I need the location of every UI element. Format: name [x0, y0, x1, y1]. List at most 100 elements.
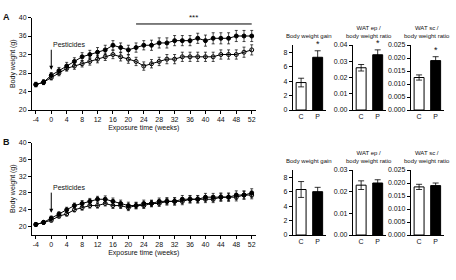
svg-text:C: C [359, 238, 364, 245]
svg-text:0.010: 0.010 [388, 205, 406, 212]
svg-text:28: 28 [19, 189, 27, 196]
svg-text:40: 40 [19, 14, 27, 21]
svg-text:0: 0 [284, 231, 288, 238]
svg-text:*: * [376, 38, 380, 48]
svg-text:6: 6 [284, 63, 288, 70]
svg-text:-4: -4 [33, 116, 39, 123]
svg-text:40: 40 [19, 139, 27, 146]
svg-text:16: 16 [109, 241, 117, 248]
svg-text:A: A [3, 12, 10, 22]
svg-text:28: 28 [155, 116, 163, 123]
svg-text:0.00: 0.00 [334, 106, 348, 113]
svg-text:8: 8 [80, 116, 84, 123]
svg-text:2: 2 [284, 92, 288, 99]
svg-text:8: 8 [284, 174, 288, 181]
svg-text:0.000: 0.000 [388, 106, 406, 113]
svg-text:B: B [3, 137, 10, 147]
svg-text:12: 12 [94, 241, 102, 248]
svg-text:40: 40 [202, 116, 210, 123]
svg-text:0.020: 0.020 [388, 179, 406, 186]
svg-text:28: 28 [19, 69, 27, 76]
svg-text:0.04: 0.04 [334, 41, 348, 48]
svg-text:Body weight gain: Body weight gain [286, 158, 332, 164]
svg-text:0.00: 0.00 [334, 231, 348, 238]
svg-text:32: 32 [171, 116, 179, 123]
svg-text:36: 36 [19, 32, 27, 39]
svg-text:20: 20 [19, 106, 27, 113]
svg-text:P: P [315, 113, 320, 120]
svg-text:*: * [434, 45, 438, 55]
svg-text:Pesticides: Pesticides [53, 184, 85, 191]
svg-text:0: 0 [49, 116, 53, 123]
svg-text:32: 32 [19, 173, 27, 180]
svg-text:36: 36 [186, 241, 194, 248]
svg-text:0.02: 0.02 [334, 188, 348, 195]
svg-text:24: 24 [140, 241, 148, 248]
svg-text:Body weight (g): Body weight (g) [9, 164, 17, 213]
svg-text:P: P [375, 238, 380, 245]
svg-text:*: * [316, 39, 320, 49]
svg-text:2: 2 [284, 217, 288, 224]
svg-text:0.000: 0.000 [388, 231, 406, 238]
svg-text:8: 8 [284, 49, 288, 56]
svg-text:32: 32 [19, 51, 27, 58]
svg-text:-4: -4 [33, 241, 39, 248]
svg-text:P: P [375, 113, 380, 120]
svg-text:0: 0 [284, 106, 288, 113]
svg-text:C: C [417, 238, 422, 245]
svg-text:0.015: 0.015 [388, 192, 406, 199]
svg-text:Body weight gain: Body weight gain [286, 33, 332, 39]
svg-text:C: C [359, 113, 364, 120]
svg-text:0.025: 0.025 [388, 166, 406, 173]
svg-text:24: 24 [19, 206, 27, 213]
svg-text:16: 16 [109, 116, 117, 123]
svg-text:48: 48 [232, 241, 240, 248]
svg-text:Exposure time (weeks): Exposure time (weeks) [108, 249, 179, 257]
svg-text:8: 8 [80, 241, 84, 248]
svg-text:4: 4 [65, 241, 69, 248]
svg-text:Exposure time (weeks): Exposure time (weeks) [108, 124, 179, 132]
svg-text:0: 0 [49, 241, 53, 248]
svg-text:P: P [433, 113, 438, 120]
svg-text:4: 4 [284, 78, 288, 85]
svg-text:0.020: 0.020 [388, 54, 406, 61]
svg-text:48: 48 [232, 116, 240, 123]
svg-text:36: 36 [186, 116, 194, 123]
svg-text:0.005: 0.005 [388, 218, 406, 225]
svg-text:WAT ep /body weight ratio: WAT ep /body weight ratio [346, 25, 392, 39]
svg-text:WAT sc /body weight ratio: WAT sc /body weight ratio [404, 150, 450, 164]
svg-text:12: 12 [94, 116, 102, 123]
svg-text:4: 4 [65, 116, 69, 123]
svg-text:28: 28 [155, 241, 163, 248]
svg-text:44: 44 [217, 241, 225, 248]
svg-text:20: 20 [124, 116, 132, 123]
svg-text:0.025: 0.025 [388, 41, 406, 48]
svg-text:32: 32 [171, 241, 179, 248]
svg-text:C: C [299, 238, 304, 245]
svg-text:36: 36 [19, 156, 27, 163]
svg-text:24: 24 [19, 88, 27, 95]
svg-text:0.02: 0.02 [334, 74, 348, 81]
svg-text:WAT ep /body weight ratio: WAT ep /body weight ratio [346, 150, 392, 164]
svg-text:6: 6 [284, 188, 288, 195]
svg-text:0.03: 0.03 [334, 166, 348, 173]
svg-text:20: 20 [19, 223, 27, 230]
svg-text:52: 52 [248, 241, 256, 248]
svg-text:0.01: 0.01 [334, 210, 348, 217]
svg-text:WAT sc /body weight ratio: WAT sc /body weight ratio [404, 25, 450, 39]
svg-text:P: P [433, 238, 438, 245]
svg-text:0.03: 0.03 [334, 58, 348, 65]
svg-text:4: 4 [284, 203, 288, 210]
svg-text:C: C [417, 113, 422, 120]
svg-text:0.005: 0.005 [388, 93, 406, 100]
svg-text:52: 52 [248, 116, 256, 123]
svg-text:24: 24 [140, 116, 148, 123]
svg-text:0.010: 0.010 [388, 80, 406, 87]
svg-text:Body weight (g): Body weight (g) [9, 39, 17, 88]
svg-text:44: 44 [217, 116, 225, 123]
svg-text:C: C [299, 113, 304, 120]
svg-text:0.015: 0.015 [388, 67, 406, 74]
svg-text:***: *** [189, 13, 198, 22]
svg-text:40: 40 [202, 241, 210, 248]
svg-text:P: P [315, 238, 320, 245]
